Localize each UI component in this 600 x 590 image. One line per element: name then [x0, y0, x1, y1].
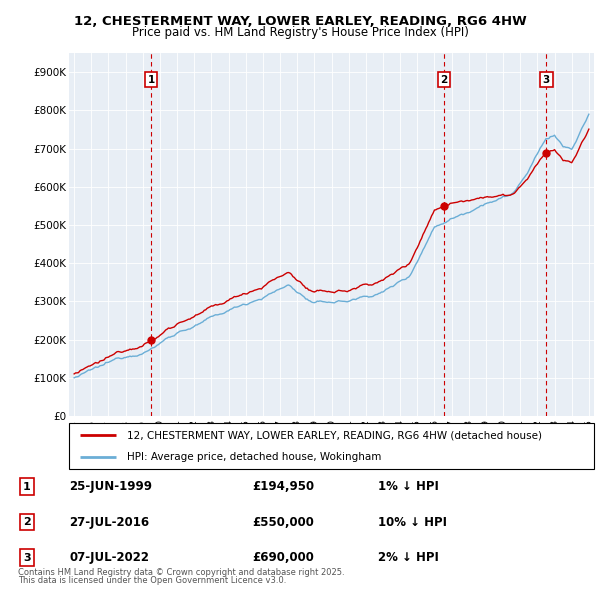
Text: 1: 1 [23, 482, 31, 491]
Text: This data is licensed under the Open Government Licence v3.0.: This data is licensed under the Open Gov… [18, 576, 286, 585]
Text: 12, CHESTERMENT WAY, LOWER EARLEY, READING, RG6 4HW: 12, CHESTERMENT WAY, LOWER EARLEY, READI… [74, 15, 526, 28]
Text: 27-JUL-2016: 27-JUL-2016 [69, 516, 149, 529]
Text: 2% ↓ HPI: 2% ↓ HPI [378, 551, 439, 564]
Text: 2: 2 [440, 75, 448, 85]
Text: 12, CHESTERMENT WAY, LOWER EARLEY, READING, RG6 4HW (detached house): 12, CHESTERMENT WAY, LOWER EARLEY, READI… [127, 431, 542, 441]
Text: 2: 2 [23, 517, 31, 527]
Text: 1: 1 [148, 75, 155, 85]
Text: Price paid vs. HM Land Registry's House Price Index (HPI): Price paid vs. HM Land Registry's House … [131, 26, 469, 39]
Text: 25-JUN-1999: 25-JUN-1999 [69, 480, 152, 493]
Text: 07-JUL-2022: 07-JUL-2022 [69, 551, 149, 564]
Text: 1% ↓ HPI: 1% ↓ HPI [378, 480, 439, 493]
Text: £690,000: £690,000 [252, 551, 314, 564]
Text: £550,000: £550,000 [252, 516, 314, 529]
Text: 3: 3 [542, 75, 550, 85]
Text: 3: 3 [23, 553, 31, 562]
Text: Contains HM Land Registry data © Crown copyright and database right 2025.: Contains HM Land Registry data © Crown c… [18, 568, 344, 577]
Text: £194,950: £194,950 [252, 480, 314, 493]
Text: HPI: Average price, detached house, Wokingham: HPI: Average price, detached house, Woki… [127, 451, 381, 461]
Text: 10% ↓ HPI: 10% ↓ HPI [378, 516, 447, 529]
